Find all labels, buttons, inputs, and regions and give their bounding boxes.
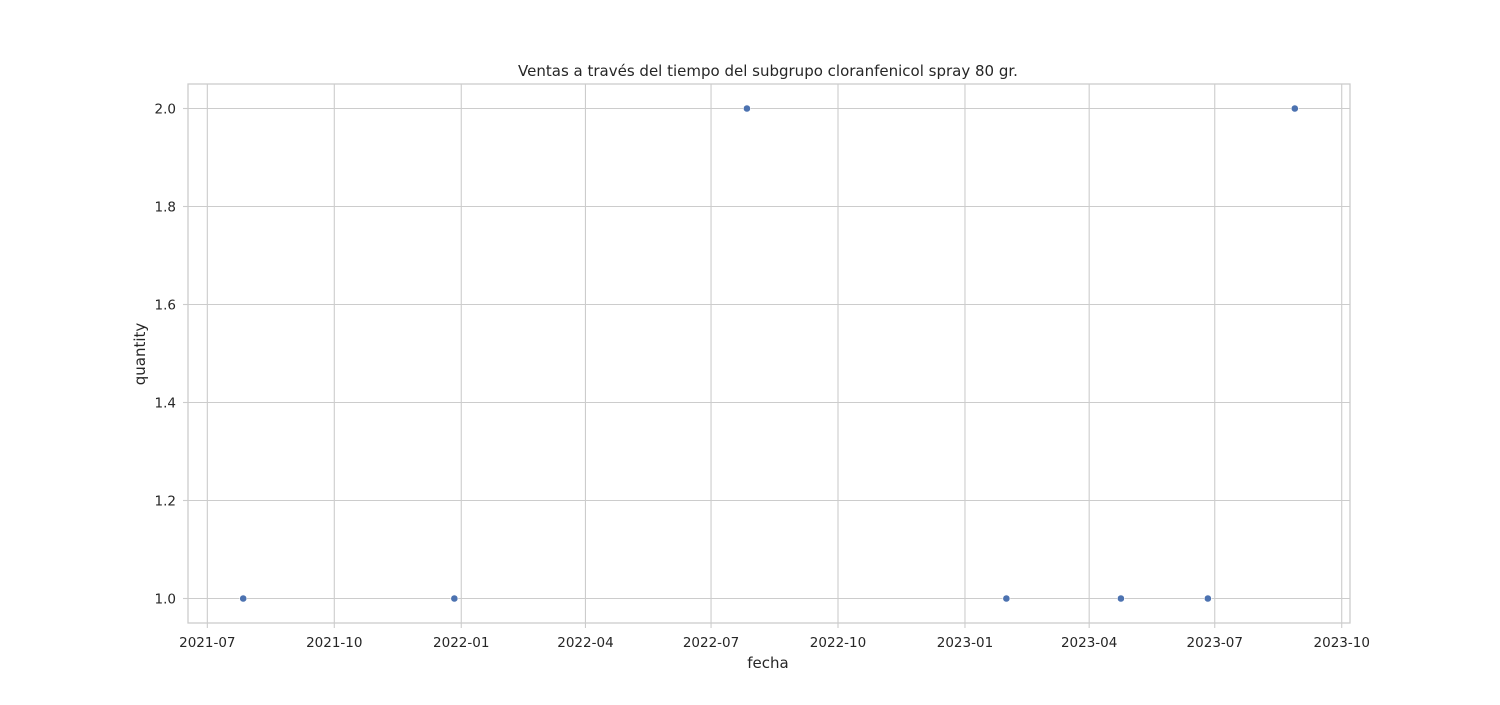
x-tick-label: 2023-04 <box>1061 635 1117 651</box>
x-tick-label: 2023-01 <box>937 635 993 651</box>
y-tick-label: 2.0 <box>155 102 176 118</box>
x-tick-label: 2022-10 <box>810 635 866 651</box>
x-tick-label: 2021-10 <box>306 635 362 651</box>
x-tick-label: 2023-10 <box>1314 635 1370 651</box>
data-point <box>1203 594 1212 603</box>
x-tick-label: 2022-01 <box>433 635 489 651</box>
data-point <box>1002 594 1011 603</box>
y-tick-label: 1.2 <box>155 494 176 510</box>
data-point <box>450 594 459 603</box>
grid <box>188 84 1350 623</box>
x-axis-label: fecha <box>747 654 788 672</box>
x-tick-label: 2023-07 <box>1187 635 1243 651</box>
y-tick-label: 1.0 <box>155 592 176 608</box>
x-tick-label: 2022-04 <box>557 635 613 651</box>
y-tick-label: 1.6 <box>155 298 176 314</box>
data-point <box>743 104 751 113</box>
data-point <box>1290 104 1299 113</box>
plot-frame <box>187 83 1351 624</box>
x-tick-label: 2022-07 <box>683 635 739 651</box>
y-tick-label: 1.4 <box>155 396 176 412</box>
chart-title: Ventas a través del tiempo del subgrupo … <box>518 62 1018 80</box>
data-points <box>239 104 1299 603</box>
data-point <box>239 594 248 603</box>
x-tick-labels: 2021-07 2021-10 2022-01 2022-04 2022-07 2022-… <box>179 635 1370 651</box>
y-tick-label: 1.8 <box>155 200 176 216</box>
y-tick-labels: 1.0 1.2 1.4 1.6 1.8 2.0 <box>155 102 176 608</box>
x-tick-label: 2021-07 <box>179 635 235 651</box>
tick-marks <box>183 107 1343 628</box>
y-axis-label: quantity <box>131 323 149 386</box>
data-point <box>1117 594 1125 603</box>
